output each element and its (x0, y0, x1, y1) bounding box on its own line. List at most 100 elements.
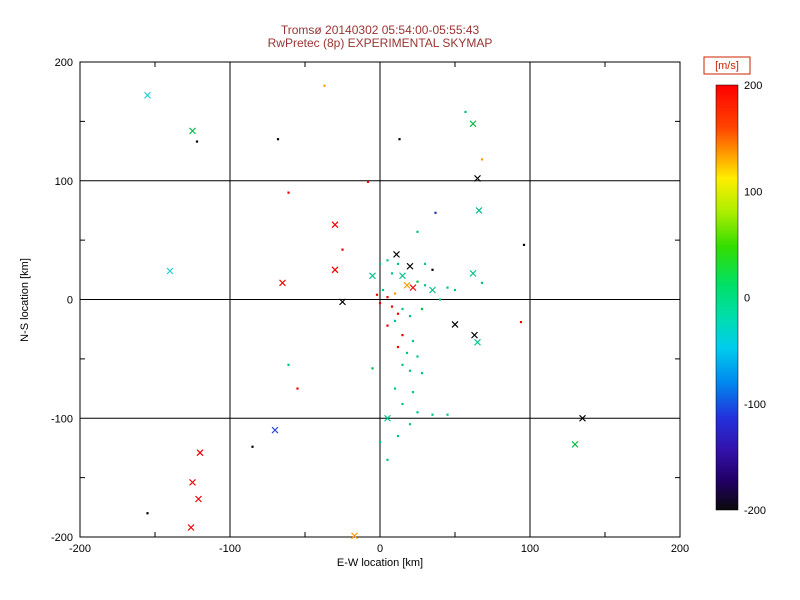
grid-lines (79, 61, 681, 538)
data-point (403, 281, 411, 289)
data-point (474, 338, 481, 346)
data-point (341, 248, 344, 251)
data-point (393, 292, 397, 295)
data-point (396, 434, 400, 438)
data-point (398, 138, 401, 141)
data-point (475, 207, 483, 214)
y-tick-label: 200 (55, 57, 73, 69)
data-point (416, 230, 419, 233)
colorbar: 200 100 0 -100 -200 (715, 80, 766, 517)
data-point (519, 320, 523, 324)
data-point (396, 312, 400, 315)
data-point (420, 307, 424, 311)
data-point (144, 91, 151, 99)
data-point (366, 180, 370, 184)
data-point (431, 268, 434, 271)
colorbar-unit-box (703, 56, 751, 75)
data-point (469, 120, 477, 128)
data-point (429, 286, 436, 294)
data-point (279, 279, 286, 287)
data-point (166, 267, 174, 275)
data-point (431, 413, 434, 416)
data-point (522, 243, 526, 246)
axes-box (79, 61, 681, 538)
data-point (386, 458, 389, 461)
x-tick-label: -100 (219, 543, 241, 555)
chart-title: Tromsø 20140302 05:54:00-05:55:43 (281, 23, 480, 37)
data-point (276, 138, 280, 141)
data-point (416, 411, 419, 414)
data-point (446, 286, 449, 289)
data-point (571, 440, 579, 448)
x-axis-label: E-W location [km] (337, 557, 423, 569)
data-point (195, 140, 199, 143)
data-point (386, 324, 389, 327)
colorbar-unit-label: [m/s] (715, 60, 739, 72)
data-point (579, 414, 586, 422)
data-point (331, 221, 339, 229)
data-point (369, 272, 376, 280)
colorbar-gradient (715, 84, 739, 511)
x-tick-label: 100 (521, 543, 539, 555)
colorbar-tick-label: -100 (744, 399, 766, 411)
data-point (323, 84, 326, 87)
scatter-points (144, 84, 586, 540)
data-point (416, 355, 419, 358)
x-tick-label: 200 (671, 543, 689, 555)
colorbar-tick-label: 200 (744, 80, 762, 92)
data-point (378, 262, 382, 265)
colorbar-tick-label: -200 (744, 505, 766, 517)
data-point (381, 288, 385, 292)
y-tick-label: 100 (55, 176, 73, 188)
data-point (384, 414, 391, 422)
data-point (271, 426, 279, 434)
data-point (396, 262, 400, 265)
data-point (438, 298, 442, 301)
data-point (401, 363, 404, 366)
data-point (423, 262, 427, 265)
data-point (287, 363, 290, 366)
data-point (411, 339, 415, 343)
data-point (296, 387, 299, 390)
data-point (469, 269, 477, 277)
data-point (480, 281, 484, 284)
data-point (420, 372, 424, 375)
data-point (446, 413, 449, 416)
data-point (406, 262, 414, 270)
data-point (375, 293, 379, 296)
data-point (371, 367, 374, 370)
data-point (416, 280, 419, 283)
data-point (451, 321, 459, 328)
x-tick-label: -200 (69, 543, 91, 555)
data-point (396, 345, 400, 349)
data-point (251, 445, 254, 448)
data-point (480, 158, 484, 161)
data-point (189, 478, 196, 486)
y-tick-label: -200 (51, 532, 73, 544)
chart-subtitle: RwPretec (8p) EXPERIMENTAL SKYMAP (268, 36, 493, 50)
data-point (464, 110, 467, 113)
data-point (287, 191, 290, 194)
data-point (423, 284, 427, 287)
data-point (401, 334, 404, 337)
data-point (195, 495, 202, 503)
data-point (405, 351, 409, 355)
data-point (378, 301, 382, 305)
data-point (187, 524, 195, 531)
data-point (401, 402, 404, 406)
axis-ticks: -200 -100 0 100 200 -200 -100 0 100 200 (51, 57, 689, 555)
data-point (386, 259, 389, 262)
data-point (411, 391, 415, 394)
data-point (351, 532, 358, 540)
data-point (401, 307, 404, 311)
data-point (408, 423, 412, 426)
data-point (393, 387, 397, 390)
data-point (409, 284, 417, 292)
data-point (331, 266, 339, 274)
x-tick-label: 0 (377, 543, 383, 555)
data-point (386, 296, 389, 299)
y-tick-label: -100 (51, 413, 73, 425)
data-point (393, 250, 400, 258)
